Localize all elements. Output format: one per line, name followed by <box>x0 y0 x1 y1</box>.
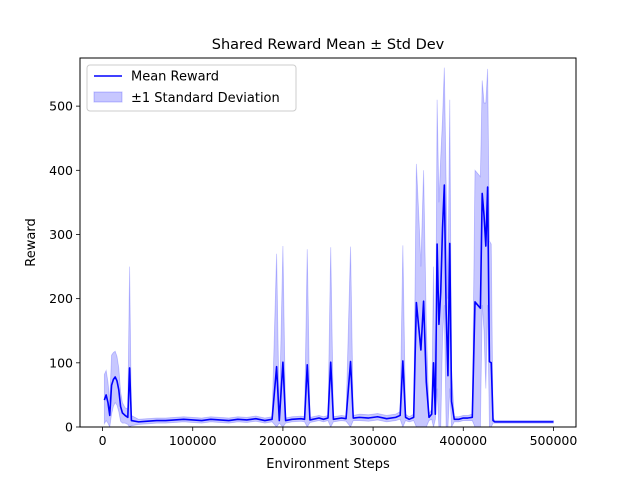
x-axis-label: Environment Steps <box>266 457 390 472</box>
x-axis: 0 100000 200000 300000 400000 500000 <box>99 427 578 448</box>
axes-frame <box>79 57 577 428</box>
y-tick-label: 300 <box>49 227 73 242</box>
x-tick-label: 400000 <box>439 433 487 448</box>
legend-fill-swatch <box>93 91 123 103</box>
legend-label-mean: Mean Reward <box>131 70 219 85</box>
y-tick-label: 0 <box>65 420 73 435</box>
y-tick-label: 500 <box>49 99 73 114</box>
y-axis-label: Reward <box>24 218 39 266</box>
x-tick-label: 200000 <box>259 433 307 448</box>
y-tick-label: 400 <box>49 163 73 178</box>
legend-box <box>86 64 297 112</box>
y-tick-label: 200 <box>49 291 73 306</box>
legend-label-std: ±1 Standard Deviation <box>131 91 280 106</box>
chart-title: Shared Reward Mean ± Std Dev <box>212 37 445 53</box>
y-axis: 0 100 200 300 400 500 <box>49 99 80 435</box>
plot-area <box>103 67 554 427</box>
x-tick-label: 0 <box>99 433 107 448</box>
x-tick-label: 500000 <box>530 433 578 448</box>
legend: Mean Reward ±1 Standard Deviation <box>86 64 297 112</box>
y-tick-label: 100 <box>49 355 73 370</box>
x-tick-label: 300000 <box>349 433 397 448</box>
mean-reward-line <box>103 184 554 423</box>
x-tick-label: 100000 <box>169 433 217 448</box>
